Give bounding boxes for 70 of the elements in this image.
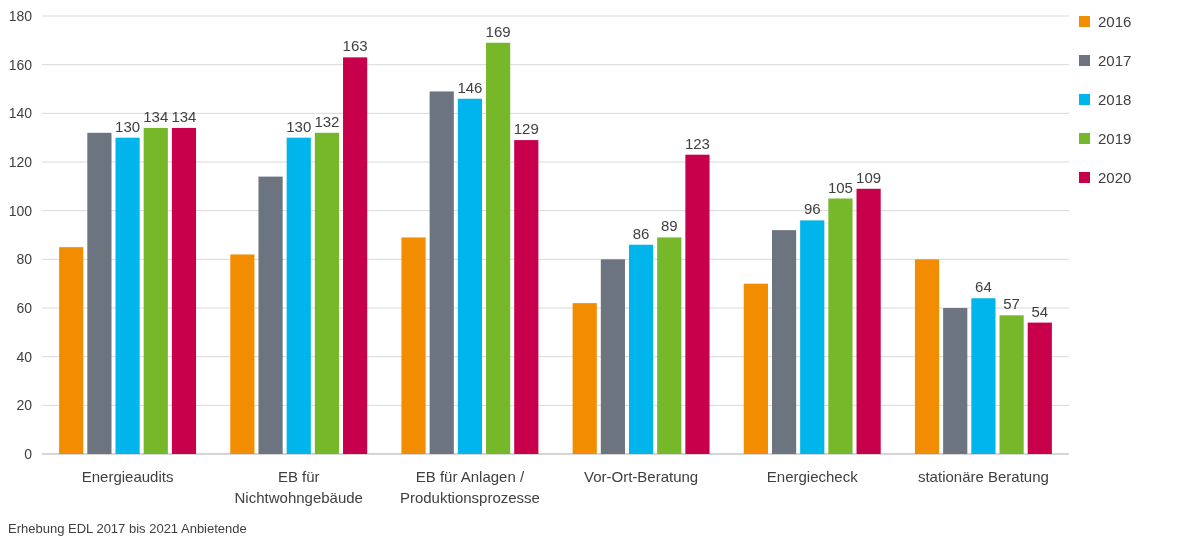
y-tick-label: 40 (16, 348, 33, 365)
bar (314, 132, 340, 454)
x-tick-label: EB für Nichtwohngebäude (234, 468, 363, 506)
bar (828, 198, 853, 454)
bar (457, 98, 483, 454)
y-tick-label: 100 (8, 202, 33, 219)
bar (600, 259, 625, 454)
bar (230, 254, 255, 454)
bar (914, 259, 940, 454)
bar (514, 140, 539, 454)
legend-label: 2016 (1098, 13, 1132, 31)
data-label: 105 (827, 178, 853, 196)
bar (943, 308, 968, 454)
x-tick-label: Vor-Ort-Beratung (583, 468, 699, 485)
bar (971, 298, 996, 454)
bar (856, 188, 881, 454)
legend-label: 2018 (1098, 91, 1132, 109)
bar (572, 303, 597, 454)
x-tick-label: Energiecheck (766, 468, 859, 485)
y-tick-label: 0 (24, 445, 33, 462)
data-label: 132 (314, 112, 340, 130)
data-label: 130 (115, 117, 141, 135)
data-label: 129 (513, 120, 539, 138)
bar (771, 230, 797, 454)
bar (143, 127, 168, 454)
bar (486, 42, 511, 454)
bar (657, 237, 682, 454)
bar (115, 137, 140, 454)
y-tick-label: 160 (8, 56, 33, 73)
bar (401, 237, 426, 454)
data-label: 109 (856, 168, 882, 186)
y-tick-label: 140 (8, 105, 33, 122)
data-label: 130 (286, 117, 312, 135)
legend-label: 2019 (1098, 130, 1132, 148)
bar (429, 91, 454, 454)
x-tick-label: EB für Anlagen / Produktionsprozesse (399, 468, 540, 506)
y-tick-label: 60 (16, 299, 33, 316)
bar (59, 247, 84, 454)
y-tick-label: 120 (8, 153, 33, 170)
y-tick-label: 80 (16, 251, 33, 268)
bar (685, 154, 710, 454)
data-label: 96 (803, 200, 821, 218)
bar (999, 315, 1024, 454)
bar (343, 57, 368, 454)
data-label: 163 (342, 37, 368, 55)
bar (286, 137, 311, 454)
legend-label: 2020 (1098, 169, 1132, 187)
data-label: 134 (143, 107, 169, 125)
text: Erhebung EDL 2017 bis 2021 Anbietende (8, 521, 247, 536)
bar (800, 220, 825, 454)
x-tick-label: Energieaudits (81, 468, 174, 485)
data-label: 169 (485, 22, 511, 40)
data-label: 54 (1031, 302, 1049, 320)
data-label: 89 (660, 217, 678, 235)
data-label: 86 (632, 224, 650, 242)
bar (171, 127, 197, 454)
bar (1027, 322, 1052, 454)
x-tick-label: stationäre Beratung (917, 468, 1049, 485)
data-label: 64 (975, 278, 992, 296)
bar (628, 244, 654, 454)
data-label: 57 (1003, 295, 1020, 313)
bar (743, 283, 768, 454)
data-label: 134 (171, 107, 197, 125)
bar (87, 132, 112, 454)
data-label: 123 (684, 134, 710, 152)
data-label: 146 (457, 78, 483, 96)
y-tick-label: 20 (16, 397, 33, 414)
bar (258, 176, 283, 454)
y-tick-label: 180 (8, 7, 33, 24)
legend-label: 2017 (1098, 52, 1132, 70)
